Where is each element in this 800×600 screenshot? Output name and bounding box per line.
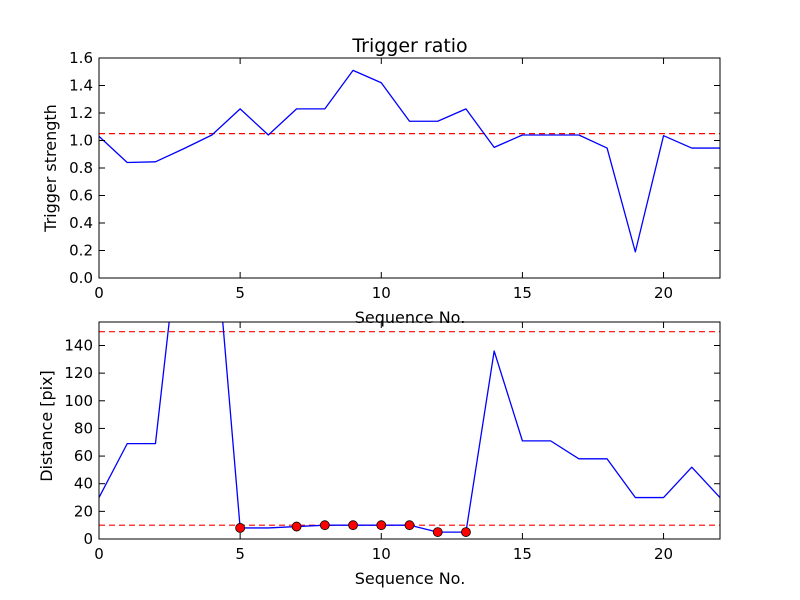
y-tick-label: 1.6 bbox=[69, 49, 93, 67]
y-tick-label: 1.4 bbox=[69, 77, 93, 95]
data-point bbox=[461, 527, 471, 537]
x-tick-label: 5 bbox=[235, 284, 245, 302]
x-axis-label: Sequence No. bbox=[355, 569, 466, 588]
plot-area bbox=[99, 69, 720, 253]
data-point bbox=[291, 521, 302, 532]
chart-title: Trigger ratio bbox=[351, 35, 467, 57]
y-tick-label: 0.6 bbox=[69, 187, 93, 205]
y-tick-label: 0.4 bbox=[69, 214, 93, 232]
x-tick-label: 20 bbox=[654, 545, 673, 563]
y-axis-label: Trigger strength bbox=[41, 104, 60, 233]
x-tick-label: 10 bbox=[372, 284, 391, 302]
distance-chart: Sequence No. Distance [pix] 0 5 10 15 20 0 20 4… bbox=[37, 321, 721, 588]
plot-area bbox=[99, 322, 720, 537]
x-tick-label: 15 bbox=[513, 545, 532, 563]
x-tick-label: 0 bbox=[94, 545, 104, 563]
y-tick-label: 1.2 bbox=[69, 104, 93, 122]
data-point bbox=[235, 523, 246, 533]
y-tick-label: 120 bbox=[64, 364, 93, 382]
x-tick-label: 20 bbox=[654, 284, 673, 302]
x-tick-label: 0 bbox=[94, 284, 104, 302]
x-tick-label: 10 bbox=[372, 545, 391, 563]
y-tick-label: 20 bbox=[74, 502, 93, 520]
axes-frame bbox=[98, 321, 721, 540]
trigger-ratio-chart: Trigger ratio Sequence No. Trigger stren… bbox=[41, 35, 721, 327]
data-point bbox=[348, 520, 358, 531]
data-point bbox=[404, 520, 415, 531]
data-point bbox=[376, 520, 387, 531]
y-axis-label: Distance [pix] bbox=[37, 370, 56, 482]
data-point bbox=[319, 520, 330, 531]
y-tick-label: 40 bbox=[74, 475, 93, 493]
x-tick-label: 15 bbox=[513, 284, 532, 302]
y-tick-label: 80 bbox=[74, 419, 93, 437]
y-tick-label: 140 bbox=[64, 336, 93, 354]
y-tick-label: 0.0 bbox=[69, 269, 93, 287]
y-tick-label: 100 bbox=[64, 392, 93, 410]
y-tick-label: 0.8 bbox=[69, 159, 93, 177]
y-tick-label: 0.2 bbox=[69, 242, 93, 260]
x-tick-label: 5 bbox=[235, 545, 245, 563]
y-tick-label: 0 bbox=[83, 530, 93, 548]
series-line bbox=[99, 69, 720, 253]
data-point bbox=[432, 527, 443, 537]
y-tick-label: 1.0 bbox=[69, 132, 93, 150]
y-tick-label: 60 bbox=[74, 447, 93, 465]
x-axis-label: Sequence No. bbox=[355, 308, 466, 327]
